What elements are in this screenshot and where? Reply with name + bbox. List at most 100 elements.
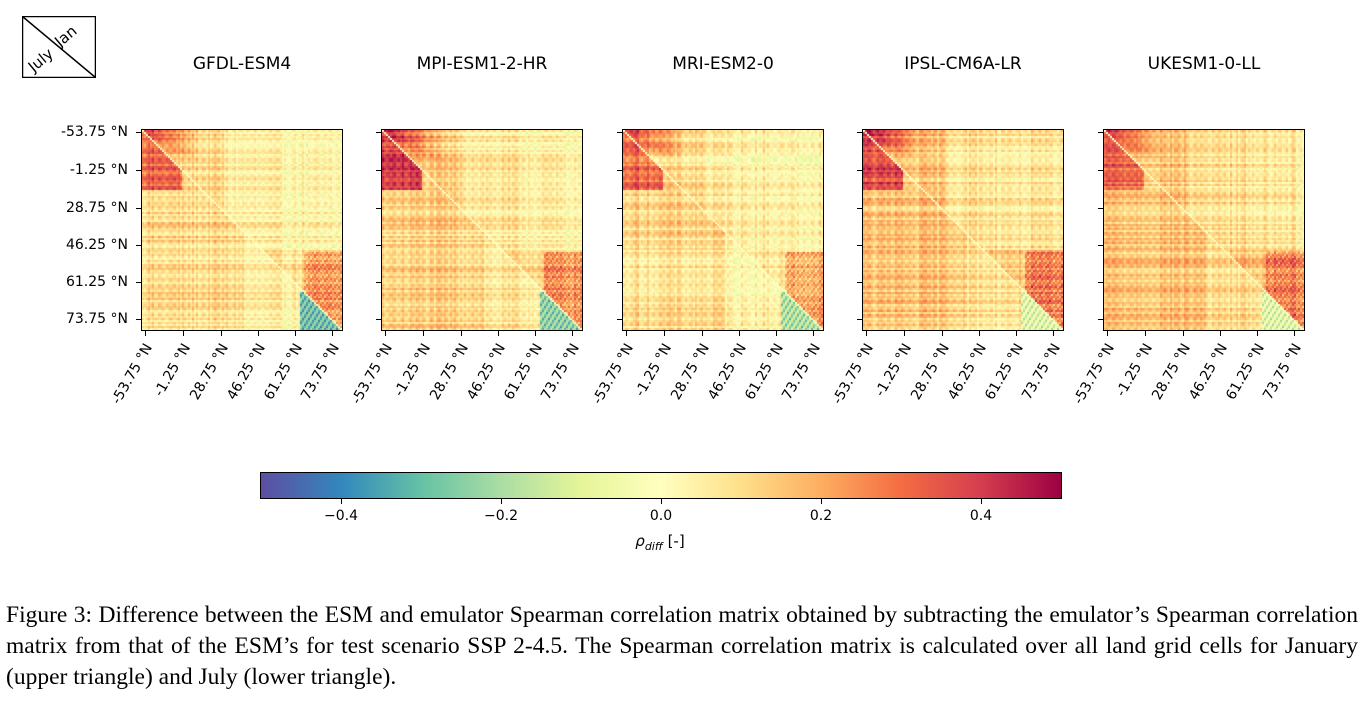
- y-tick: [136, 245, 141, 246]
- x-tick-label: -53.75 °N: [589, 341, 637, 408]
- panel-title: GFDL-ESM4: [192, 54, 292, 74]
- x-tick: [1220, 331, 1221, 336]
- x-tick: [626, 331, 627, 336]
- y-tick: [617, 208, 622, 209]
- triangle-legend-box: Jan July: [22, 16, 96, 78]
- y-tick: [617, 319, 622, 320]
- x-tick: [702, 331, 703, 336]
- y-tick: [1098, 208, 1103, 209]
- heatmap-panel: [622, 129, 824, 331]
- x-tick: [385, 331, 386, 336]
- x-tick: [866, 331, 867, 336]
- x-tick: [776, 331, 777, 336]
- y-tick: [136, 170, 141, 171]
- x-tick: [1107, 331, 1108, 336]
- x-tick: [664, 331, 665, 336]
- y-tick: [617, 170, 622, 171]
- x-tick-label: -53.75 °N: [1070, 341, 1118, 408]
- colorbar-tick-label: −0.2: [484, 508, 518, 524]
- x-tick: [461, 331, 462, 336]
- x-tick: [1183, 331, 1184, 336]
- x-tick: [942, 331, 943, 336]
- colorbar-unit: [-]: [662, 532, 685, 550]
- y-tick: [617, 282, 622, 283]
- x-tick: [739, 331, 740, 336]
- y-tick: [1098, 282, 1103, 283]
- x-tick-label: -53.75 °N: [348, 341, 396, 408]
- x-tick-label: -53.75 °N: [108, 341, 156, 408]
- x-tick-label: -1.25 °N: [871, 341, 915, 400]
- y-tick-label: 73.75 °N: [65, 311, 128, 327]
- colorbar-symbol: ρ: [635, 532, 645, 550]
- y-tick: [376, 245, 381, 246]
- colorbar-subscript: diff: [644, 540, 663, 553]
- x-tick: [423, 331, 424, 336]
- colorbar-tick: [661, 499, 662, 504]
- y-tick: [1098, 319, 1103, 320]
- correlation-heatmap: [863, 130, 1063, 330]
- x-tick: [1294, 331, 1295, 336]
- y-tick-label: 28.75 °N: [65, 200, 128, 216]
- x-tick: [332, 331, 333, 336]
- colorbar-label: ρdiff [-]: [560, 532, 760, 553]
- x-tick: [979, 331, 980, 336]
- figure-caption: Figure 3: Difference between the ESM and…: [6, 602, 1358, 690]
- y-tick: [857, 319, 862, 320]
- x-tick-label: -53.75 °N: [829, 341, 877, 408]
- y-tick: [376, 132, 381, 133]
- colorbar-tick: [981, 499, 982, 504]
- x-tick: [904, 331, 905, 336]
- correlation-heatmap: [1104, 130, 1304, 330]
- x-tick-label: -1.25 °N: [1112, 341, 1156, 400]
- correlation-heatmap: [382, 130, 582, 330]
- x-tick: [183, 331, 184, 336]
- y-tick: [1098, 132, 1103, 133]
- panel-title: MRI-ESM2-0: [672, 54, 774, 74]
- x-tick: [572, 331, 573, 336]
- x-tick: [498, 331, 499, 336]
- y-tick: [857, 170, 862, 171]
- y-tick: [376, 170, 381, 171]
- heatmap-panel: [381, 129, 583, 331]
- y-tick: [136, 282, 141, 283]
- panel-title: UKESM1-0-LL: [1147, 54, 1261, 74]
- heatmap-panel: [862, 129, 1064, 331]
- x-tick: [258, 331, 259, 336]
- x-tick: [295, 331, 296, 336]
- y-tick: [376, 282, 381, 283]
- x-tick: [221, 331, 222, 336]
- x-tick: [1053, 331, 1054, 336]
- colorbar-tick-label: −0.4: [324, 508, 358, 524]
- heatmap-panel: [1103, 129, 1305, 331]
- y-tick: [376, 208, 381, 209]
- y-tick: [136, 319, 141, 320]
- x-tick: [145, 331, 146, 336]
- x-tick-label: -1.25 °N: [390, 341, 434, 400]
- y-tick: [857, 132, 862, 133]
- colorbar-tick: [821, 499, 822, 504]
- y-tick: [136, 208, 141, 209]
- y-tick: [136, 132, 141, 133]
- colorbar-tick-label: 0.0: [649, 508, 673, 524]
- y-tick: [376, 319, 381, 320]
- x-tick: [813, 331, 814, 336]
- y-tick: [617, 245, 622, 246]
- y-tick: [857, 245, 862, 246]
- correlation-heatmap: [623, 130, 823, 330]
- x-tick: [1257, 331, 1258, 336]
- y-tick-label: -1.25 °N: [69, 162, 128, 178]
- x-tick: [1016, 331, 1017, 336]
- colorbar: [260, 472, 1062, 499]
- y-tick: [1098, 245, 1103, 246]
- y-tick-label: 46.25 °N: [65, 237, 128, 253]
- y-tick: [1098, 170, 1103, 171]
- colorbar-tick-label: 0.2: [809, 508, 833, 524]
- colorbar-tick-label: 0.4: [969, 508, 993, 524]
- panel-title: IPSL-CM6A-LR: [904, 54, 1022, 74]
- x-tick-label: -1.25 °N: [631, 341, 675, 400]
- x-tick: [535, 331, 536, 336]
- panel-title: MPI-ESM1-2-HR: [416, 54, 548, 74]
- y-tick: [617, 132, 622, 133]
- colorbar-tick: [341, 499, 342, 504]
- y-tick-label: -53.75 °N: [60, 124, 128, 140]
